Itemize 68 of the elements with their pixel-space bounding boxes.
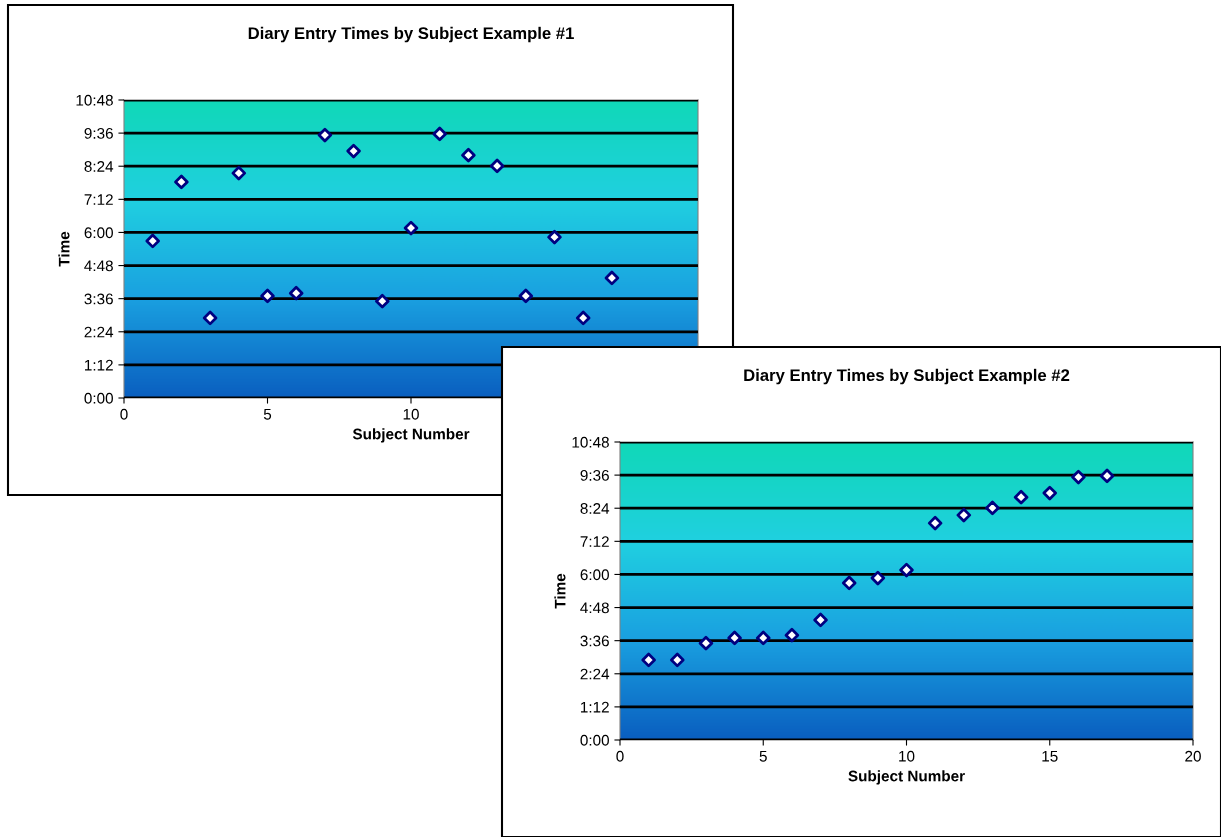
point [317, 127, 333, 143]
y-tick-label: 2:24 [84, 326, 114, 338]
x-axis-title: Subject Number [848, 770, 965, 785]
x-tick-label: 5 [759, 750, 767, 762]
x-tick-label: 20 [1185, 750, 1201, 762]
point [956, 507, 972, 523]
point [727, 630, 742, 646]
point [202, 310, 218, 326]
point [1099, 468, 1115, 484]
y-tick-label: 3:36 [84, 293, 113, 305]
point [670, 652, 685, 668]
y-axis-title: Time [554, 573, 566, 609]
x-axis-title: Subject Number [352, 428, 470, 443]
y-tick-label: 7:12 [84, 194, 113, 205]
y-tick-label: 10:48 [76, 94, 113, 106]
y-tick-label: 9:36 [580, 469, 609, 481]
y-axis-title: Time [58, 231, 70, 267]
y-tick-label: 2:24 [580, 668, 610, 680]
point [575, 310, 591, 326]
point [870, 570, 886, 586]
point [461, 147, 476, 163]
point [432, 126, 447, 142]
y-tick-label: 8:24 [84, 161, 114, 172]
point [547, 229, 562, 245]
point [346, 143, 361, 159]
point [604, 270, 620, 286]
y-tick-label: 1:12 [85, 359, 113, 371]
x-tick-label: 5 [263, 408, 272, 420]
point [231, 165, 247, 181]
point [174, 174, 189, 190]
point [698, 635, 714, 651]
point [927, 515, 943, 531]
x-tick-label: 15 [1042, 750, 1058, 762]
point [403, 220, 419, 236]
point [841, 575, 857, 591]
y-tick-label: 4:48 [580, 602, 609, 614]
y-tick-label: 8:24 [580, 503, 610, 514]
chart-title: Diary Entry Times by Subject Example #1 [248, 26, 574, 43]
y-tick-label: 0:00 [84, 392, 113, 404]
point [1013, 489, 1029, 505]
chart-title: Diary Entry Times by Subject Example #2 [744, 368, 1070, 385]
y-tick-label: 9:36 [84, 127, 113, 139]
point [288, 285, 304, 301]
x-tick-label: 10 [403, 408, 419, 420]
y-tick-label: 3:36 [580, 635, 609, 647]
y-tick-label: 10:48 [572, 436, 609, 448]
point [260, 288, 275, 304]
y-tick-label: 0:00 [580, 734, 609, 746]
y-tick-label: 6:00 [580, 569, 609, 581]
point [1071, 469, 1086, 485]
y-tick-label: 4:48 [84, 260, 113, 272]
x-tick-label: 0 [616, 750, 624, 762]
point [375, 293, 390, 309]
y-tick-label: 6:00 [84, 227, 113, 239]
point [1042, 485, 1058, 501]
point [489, 158, 505, 174]
point [813, 612, 828, 628]
point [641, 652, 656, 668]
point [899, 562, 914, 578]
point [518, 288, 534, 304]
x-tick-label: 0 [120, 408, 128, 420]
y-tick-label: 1:12 [581, 701, 609, 713]
point [755, 630, 771, 646]
y-tick-label: 7:12 [580, 536, 609, 547]
point [145, 233, 160, 249]
point [985, 500, 1000, 516]
x-tick-label: 10 [899, 750, 915, 762]
point [784, 627, 800, 643]
